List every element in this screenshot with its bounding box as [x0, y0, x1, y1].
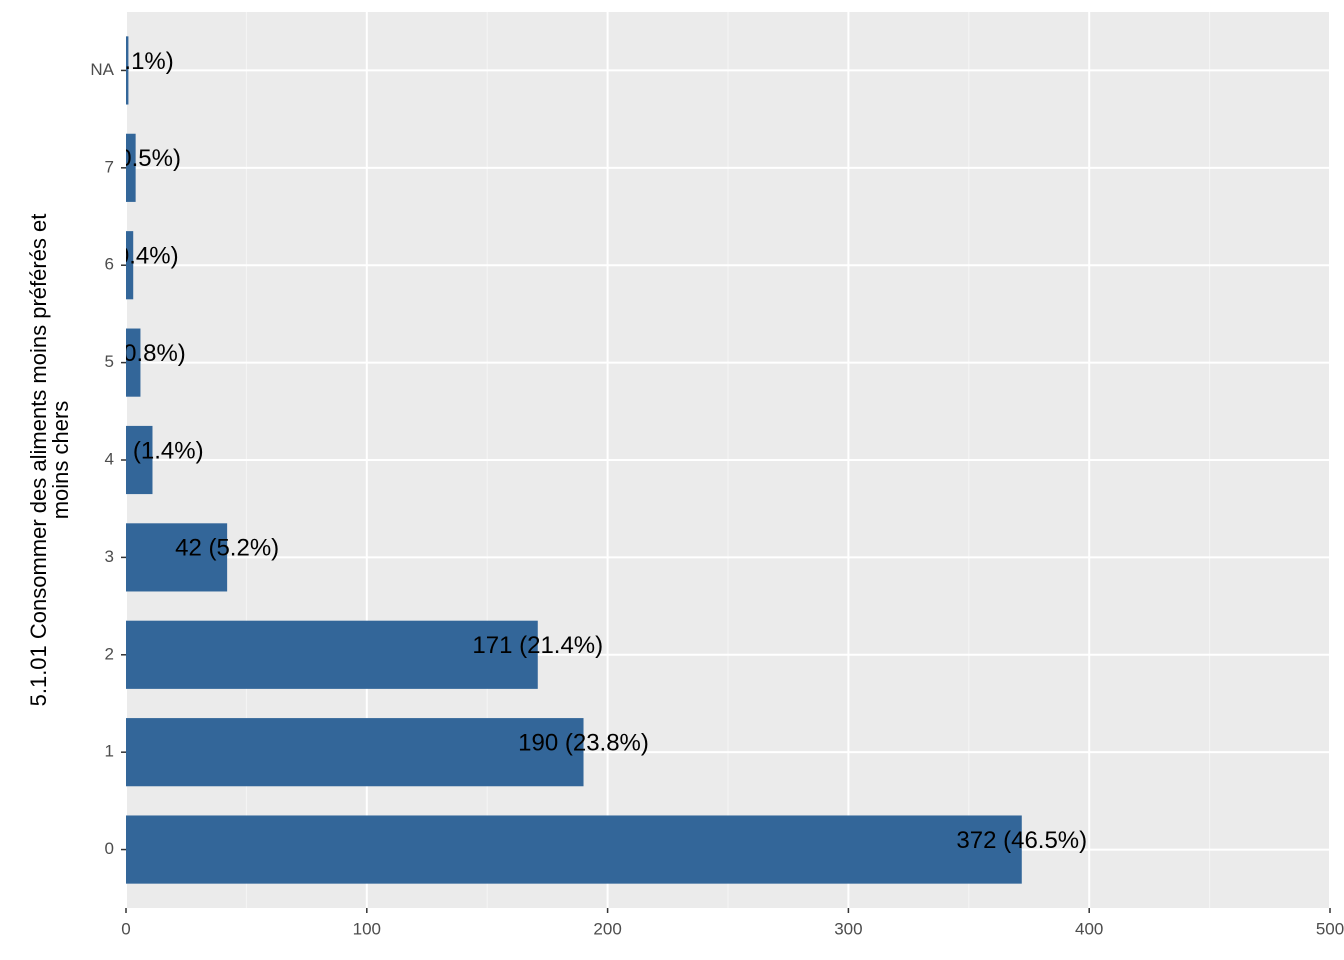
bar: [126, 36, 129, 105]
grid: [125, 12, 1331, 908]
y-tick-label: NA: [90, 60, 114, 79]
y-tick-label: 0: [105, 839, 114, 858]
value-label: 190 (23.8%): [518, 730, 649, 757]
bars: [126, 36, 1022, 884]
y-axis-title-line: moins chers: [48, 401, 73, 520]
value-labels: 372 (46.5%) 190 (23.8%) 171 (21.4%) 42 (5.2…: [83, 48, 1087, 854]
x-tick-label: 100: [353, 919, 381, 938]
y-axis-title-line: 5.1.01 Consommer des aliments moins préf…: [26, 214, 51, 707]
bar: [126, 718, 584, 787]
axes: 0 100 200 300 400 500 0 1 2 3 4 5 6 7 NA: [90, 60, 1344, 939]
x-tick-label: 400: [1075, 919, 1103, 938]
bar: [126, 815, 1022, 884]
bar: [126, 328, 141, 397]
bar: [126, 231, 134, 300]
value-label: 3 (0.4%): [88, 243, 179, 270]
value-label: 372 (46.5%): [956, 827, 1087, 854]
y-tick-label: 7: [105, 157, 114, 176]
y-tick-label: 3: [105, 547, 114, 566]
x-tick-label: 500: [1316, 919, 1344, 938]
bar: [126, 620, 538, 689]
value-label: 11 (1.4%): [101, 437, 203, 464]
y-axis-title: 5.1.01 Consommer des aliments moins préf…: [26, 214, 73, 707]
y-tick-label: 1: [105, 742, 114, 761]
bar: [126, 133, 136, 202]
x-tick-label: 300: [834, 919, 862, 938]
y-tick-label: 2: [105, 644, 114, 663]
value-label: 42 (5.2%): [175, 535, 279, 562]
bar: [126, 425, 153, 495]
x-tick-label: 0: [121, 919, 130, 938]
value-label: 1 (0.1%): [83, 48, 174, 75]
value-label: 4 (0.5%): [90, 145, 181, 172]
y-tick-label: 6: [105, 255, 114, 274]
y-tick-label: 4: [105, 449, 114, 468]
value-label: 171 (21.4%): [472, 632, 603, 659]
y-tick-label: 5: [105, 352, 114, 371]
value-label: 6 (0.8%): [95, 340, 186, 367]
bar: [126, 523, 228, 592]
x-tick-label: 200: [593, 919, 621, 938]
